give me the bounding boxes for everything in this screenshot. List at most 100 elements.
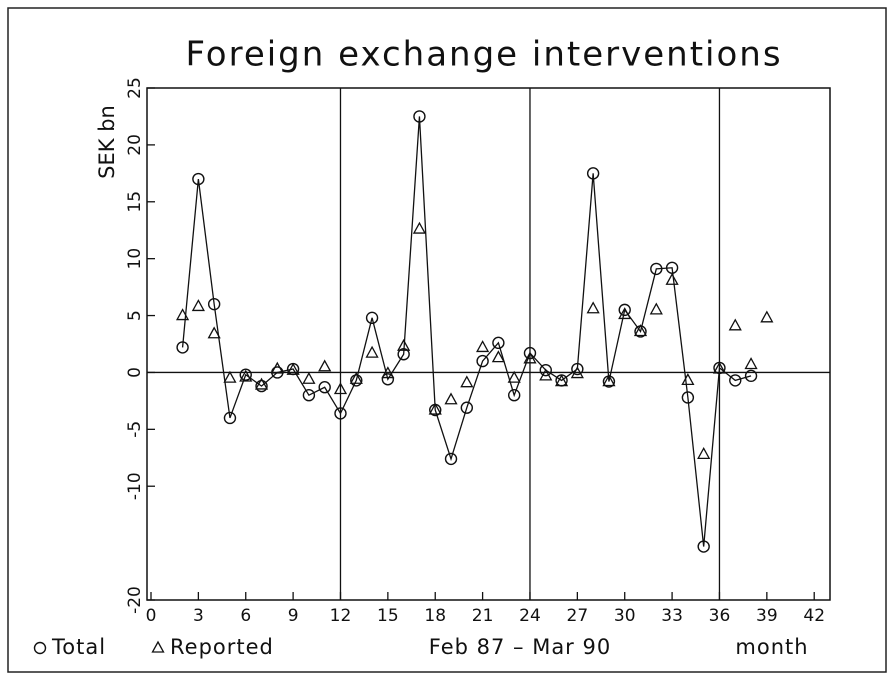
x-tick-label: 27 bbox=[567, 606, 589, 626]
point bbox=[697, 447, 711, 460]
plot-frame bbox=[146, 87, 831, 601]
x-tick-label: 0 bbox=[146, 606, 157, 626]
point bbox=[602, 374, 616, 387]
point bbox=[397, 338, 411, 351]
point bbox=[650, 262, 663, 276]
x-axis-label: Feb 87 – Mar 90 bbox=[429, 635, 611, 659]
point bbox=[365, 345, 379, 358]
y-tick-label: 5 bbox=[125, 310, 145, 321]
point bbox=[476, 354, 489, 368]
point bbox=[176, 341, 189, 354]
legend-label: Total bbox=[51, 635, 106, 659]
point bbox=[239, 369, 253, 382]
point bbox=[207, 297, 221, 311]
point bbox=[697, 540, 710, 553]
chart-title: Foreign exchange interventions bbox=[185, 35, 782, 75]
point bbox=[175, 308, 190, 321]
x-tick-label: 3 bbox=[193, 606, 204, 626]
series-line bbox=[181, 116, 752, 547]
point bbox=[633, 324, 648, 337]
point bbox=[712, 361, 727, 374]
point bbox=[286, 362, 300, 375]
point bbox=[649, 302, 663, 315]
point bbox=[318, 381, 331, 394]
y-tick-label: 0 bbox=[125, 367, 145, 378]
point bbox=[428, 402, 442, 415]
point bbox=[302, 371, 316, 384]
point bbox=[365, 311, 379, 325]
point bbox=[523, 346, 537, 360]
point bbox=[744, 369, 758, 383]
x-tick-label: 15 bbox=[377, 606, 399, 626]
y-tick-label: 15 bbox=[125, 191, 145, 213]
point bbox=[191, 299, 205, 312]
point bbox=[729, 374, 742, 387]
point bbox=[460, 375, 474, 388]
point bbox=[413, 110, 426, 123]
legend-marker bbox=[33, 641, 47, 655]
point bbox=[397, 348, 410, 361]
x-tick-label: 39 bbox=[756, 606, 778, 626]
point bbox=[618, 303, 631, 317]
point bbox=[412, 221, 427, 234]
y-tick-label: -10 bbox=[125, 472, 145, 500]
x-tick-label: 24 bbox=[519, 606, 541, 626]
point bbox=[728, 318, 742, 331]
y-tick-label: 10 bbox=[125, 248, 145, 270]
point bbox=[492, 336, 505, 350]
point bbox=[239, 368, 252, 381]
point bbox=[507, 370, 521, 383]
point bbox=[207, 326, 221, 339]
point bbox=[255, 379, 268, 393]
point bbox=[539, 368, 553, 381]
point bbox=[270, 361, 284, 374]
point bbox=[192, 172, 205, 186]
point bbox=[381, 366, 395, 379]
point bbox=[665, 272, 679, 285]
y-tick-label: -5 bbox=[125, 421, 145, 438]
point bbox=[444, 452, 458, 466]
legend-label: Reported bbox=[170, 635, 274, 659]
point bbox=[571, 362, 584, 376]
point bbox=[333, 382, 348, 395]
point bbox=[254, 377, 269, 390]
outer-frame bbox=[7, 7, 887, 673]
y-tick-label: -20 bbox=[125, 586, 145, 614]
point bbox=[586, 301, 600, 314]
point bbox=[334, 407, 347, 420]
point bbox=[476, 340, 490, 353]
point bbox=[507, 389, 521, 402]
point bbox=[681, 373, 695, 386]
x-tick-label: 42 bbox=[803, 606, 825, 626]
x-tick-label: 12 bbox=[330, 606, 352, 626]
x-tick-label: 30 bbox=[614, 606, 636, 626]
point bbox=[491, 350, 505, 363]
x-tick-label: 21 bbox=[472, 606, 494, 626]
legend-marker bbox=[151, 640, 165, 653]
point bbox=[302, 389, 316, 402]
point bbox=[381, 373, 395, 386]
x-tick-label: 6 bbox=[240, 606, 251, 626]
x-unit-label: month bbox=[735, 635, 808, 659]
point bbox=[223, 411, 237, 425]
point bbox=[349, 371, 363, 384]
x-tick-label: 9 bbox=[288, 606, 299, 626]
point bbox=[444, 392, 458, 405]
point bbox=[350, 374, 363, 387]
point bbox=[318, 359, 332, 372]
point bbox=[570, 366, 584, 379]
point bbox=[523, 351, 537, 364]
x-tick-label: 18 bbox=[424, 606, 446, 626]
point bbox=[554, 374, 569, 387]
point bbox=[681, 391, 695, 404]
x-tick-label: 36 bbox=[709, 606, 731, 626]
point bbox=[586, 167, 600, 180]
point bbox=[223, 370, 237, 383]
y-tick-label: 20 bbox=[125, 134, 145, 156]
x-tick-label: 33 bbox=[661, 606, 683, 626]
point bbox=[760, 310, 774, 323]
y-tick-label: 25 bbox=[125, 77, 145, 99]
point bbox=[539, 363, 552, 377]
point bbox=[460, 401, 474, 414]
